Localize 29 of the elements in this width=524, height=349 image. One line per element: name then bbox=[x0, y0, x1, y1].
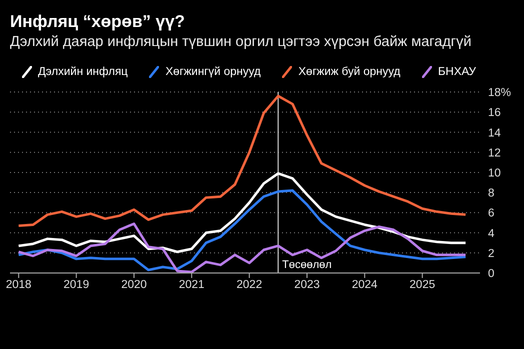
x-tick-label: 2020 bbox=[121, 279, 147, 292]
legend-label: БНХАУ bbox=[437, 66, 476, 78]
x-tick-label: 2021 bbox=[178, 279, 204, 292]
legend-label: Хөгжингүй орнууд bbox=[164, 66, 261, 78]
y-tick-label: 14 bbox=[488, 127, 502, 140]
chart-subtitle: Дэлхий даяар инфляцын түвшин оргил цэгтээ хүрсэн байж магадгүй bbox=[10, 34, 472, 50]
x-tick-label: 2023 bbox=[294, 279, 320, 292]
y-tick-label: 8 bbox=[488, 188, 494, 200]
x-tick-label: 2019 bbox=[64, 279, 90, 292]
x-tick-label: 2022 bbox=[236, 279, 262, 292]
x-tick-label: 2024 bbox=[352, 279, 378, 292]
y-tick-label: 12 bbox=[488, 147, 501, 160]
y-tick-label: 18% bbox=[488, 87, 512, 100]
line-series bbox=[17, 222, 467, 273]
ref-line-label: Төсөөлөл bbox=[282, 259, 332, 271]
y-tick-label: 6 bbox=[488, 208, 494, 220]
x-tick-label: 2018 bbox=[6, 279, 32, 292]
y-tick-label: 0 bbox=[488, 268, 494, 280]
chart-title: Инфляц “хөрөв” үү? bbox=[10, 12, 185, 32]
line-series bbox=[17, 172, 467, 254]
line-series bbox=[17, 189, 467, 272]
legend-label: Дэлхийн инфляц bbox=[37, 66, 128, 78]
y-tick-label: 16 bbox=[488, 107, 501, 120]
line-series bbox=[17, 94, 467, 227]
y-tick-label: 2 bbox=[488, 248, 494, 260]
y-tick-label: 4 bbox=[488, 228, 495, 240]
x-tick-label: 2025 bbox=[410, 279, 436, 292]
legend-label: Хөгжиж буй орнууд bbox=[297, 66, 400, 78]
y-tick-label: 10 bbox=[488, 168, 501, 180]
